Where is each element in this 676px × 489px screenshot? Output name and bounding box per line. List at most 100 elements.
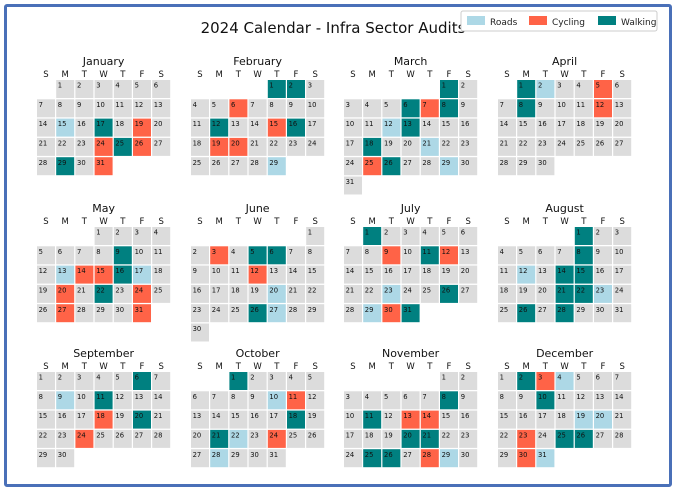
day-cell-none (574, 137, 593, 156)
day-label: 30 (193, 325, 202, 333)
day-label: 26 (115, 432, 124, 440)
day-label: 21 (154, 412, 163, 420)
day-label: 31 (96, 159, 105, 167)
day-cell-none (555, 410, 574, 429)
day-label: 15 (500, 412, 509, 420)
day-label: 29 (96, 306, 105, 314)
month-title: March (394, 55, 428, 68)
month-title: February (233, 55, 282, 68)
day-label: 11 (115, 101, 124, 109)
day-cell-none (267, 449, 286, 468)
day-label: 22 (576, 287, 585, 295)
day-label: 14 (422, 120, 431, 128)
day-cell-none (536, 304, 555, 323)
day-cell-walking (267, 80, 286, 98)
day-label: 22 (231, 432, 240, 440)
day-label: 3 (346, 101, 350, 109)
weekday-label: W (253, 70, 262, 80)
weekday-label: W (99, 70, 108, 80)
day-cell-none (555, 391, 574, 410)
day-label: 1 (96, 229, 100, 237)
day-label: 15 (39, 412, 48, 420)
day-label: 2 (461, 374, 465, 382)
month-title: May (92, 202, 115, 215)
day-label: 13 (58, 267, 67, 275)
day-label: 30 (384, 306, 393, 314)
day-label: 4 (96, 374, 100, 382)
day-cell-walking (287, 80, 305, 98)
day-label: 28 (154, 432, 163, 440)
month-title: November (382, 347, 440, 360)
day-label: 27 (269, 306, 278, 314)
day-label: 7 (289, 248, 293, 256)
day-label: 14 (500, 120, 509, 128)
day-label: 31 (615, 306, 624, 314)
day-cell-walking (56, 157, 75, 176)
day-cell-none (75, 157, 94, 176)
day-cell-none (498, 265, 516, 284)
day-label: 1 (58, 82, 62, 90)
day-label: 11 (422, 248, 431, 256)
day-cell-walking (420, 429, 439, 448)
weekday-label: W (99, 217, 108, 227)
day-label: 5 (212, 101, 216, 109)
day-cell-none (267, 265, 286, 284)
day-cell-none (191, 246, 209, 265)
day-label: 21 (77, 287, 86, 295)
day-label: 29 (308, 306, 317, 314)
day-label: 20 (538, 287, 547, 295)
day-label: 8 (96, 248, 100, 256)
day-label: 15 (576, 267, 585, 275)
day-cell-none (613, 227, 632, 245)
day-cell-roads (363, 304, 382, 323)
day-label: 28 (289, 306, 298, 314)
day-cell-none (210, 99, 229, 118)
day-cell-none (113, 227, 132, 245)
day-label: 10 (538, 393, 547, 401)
day-cell-walking (133, 372, 151, 390)
day-label: 24 (77, 432, 86, 440)
day-cell-none (594, 429, 612, 448)
day-label: 2 (289, 82, 293, 90)
day-cell-none (75, 391, 94, 410)
day-label: 24 (212, 306, 221, 314)
day-cell-cycling (229, 99, 248, 118)
day-label: 30 (115, 306, 124, 314)
day-cell-none (613, 137, 632, 156)
day-label: 13 (154, 101, 163, 109)
day-cell-none (152, 80, 171, 98)
weekday-label: T (235, 70, 242, 80)
day-cell-none (420, 227, 439, 245)
day-label: 23 (77, 140, 86, 148)
weekday-label: S (43, 362, 48, 372)
weekday-label: S (465, 362, 470, 372)
weekday-label: T (81, 70, 88, 80)
day-cell-cycling (267, 429, 286, 448)
day-label: 26 (384, 451, 393, 459)
day-label: 21 (250, 140, 259, 148)
day-cell-none (363, 391, 382, 410)
day-label: 19 (384, 432, 393, 440)
day-cell-none (133, 391, 151, 410)
day-cell-roads (536, 449, 555, 468)
day-label: 20 (154, 120, 163, 128)
weekday-label: M (523, 217, 530, 227)
day-label: 7 (615, 374, 619, 382)
day-cell-none (536, 410, 555, 429)
day-label: 9 (77, 101, 81, 109)
day-label: 27 (461, 287, 470, 295)
legend-swatch-walking (598, 16, 616, 25)
weekday-label: T (388, 217, 395, 227)
day-cell-roads (420, 137, 439, 156)
day-label: 14 (154, 393, 163, 401)
day-cell-none (536, 99, 555, 118)
day-label: 24 (346, 159, 355, 167)
day-label: 22 (442, 140, 451, 148)
day-cell-none (248, 429, 267, 448)
day-label: 23 (250, 432, 259, 440)
day-cell-none (75, 372, 94, 390)
